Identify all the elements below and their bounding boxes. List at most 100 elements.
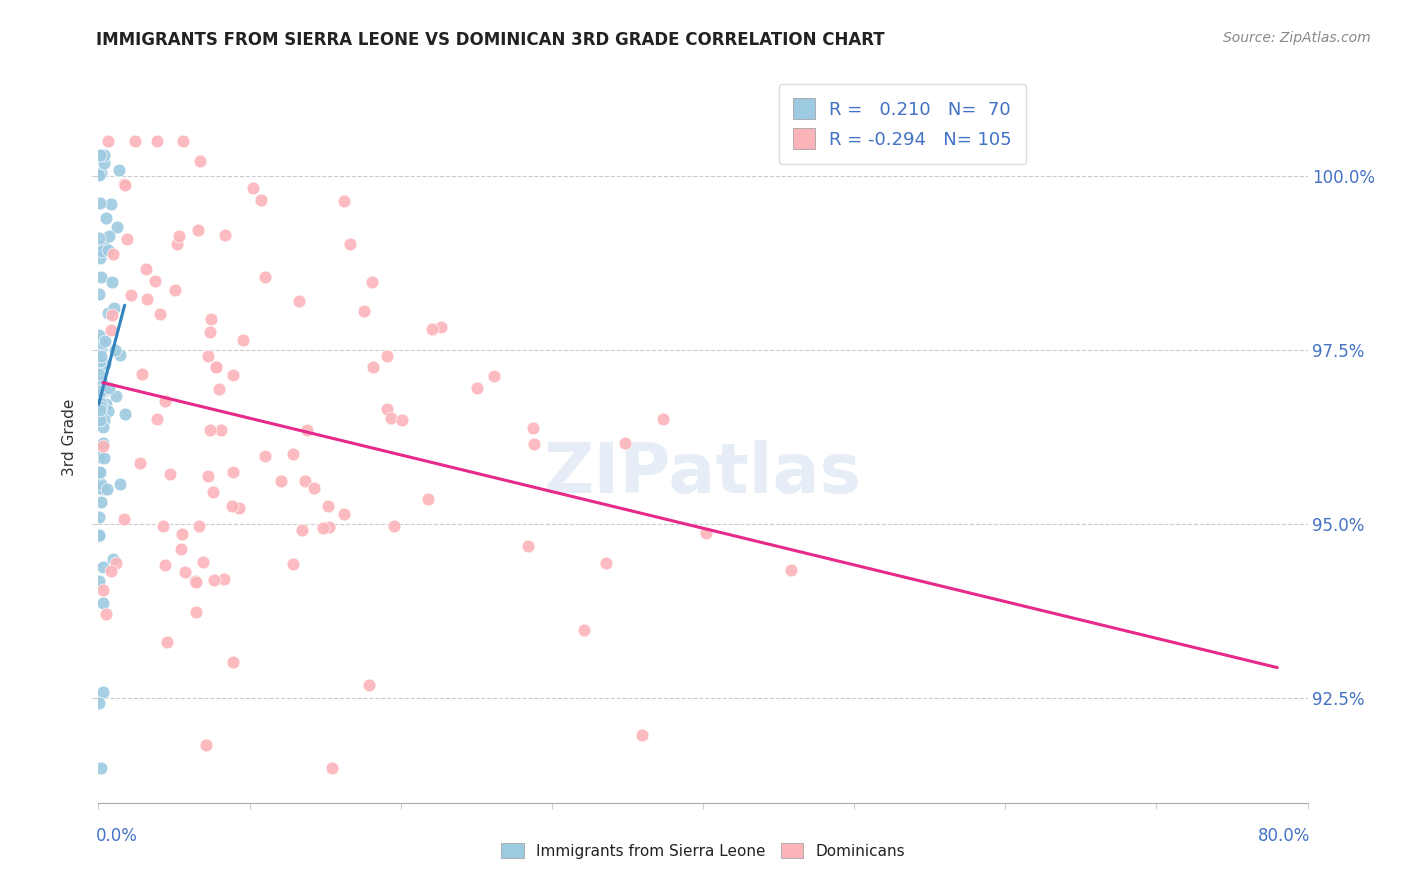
Point <box>316 499 339 513</box>
Point <box>97 244 120 258</box>
Text: 0.0%: 0.0% <box>96 827 138 845</box>
Point <box>89 412 111 426</box>
Point <box>89 251 111 265</box>
Point <box>288 293 311 308</box>
Point <box>100 197 122 211</box>
Point <box>90 343 112 357</box>
Point <box>253 450 276 464</box>
Point <box>89 413 111 427</box>
Point <box>152 519 174 533</box>
Point <box>222 368 245 383</box>
Point <box>135 262 157 277</box>
Point <box>105 219 128 234</box>
Point <box>149 307 172 321</box>
Point <box>195 738 218 752</box>
Point <box>87 696 110 710</box>
Point <box>90 476 112 491</box>
Point <box>87 367 110 381</box>
Point <box>523 437 546 451</box>
Point <box>294 474 316 488</box>
Point <box>250 193 273 207</box>
Point <box>97 404 120 418</box>
Point <box>291 523 314 537</box>
Point <box>94 334 117 349</box>
Point <box>114 178 136 192</box>
Point <box>90 335 112 350</box>
Point <box>429 320 451 334</box>
Point <box>90 495 112 509</box>
Point <box>191 555 214 569</box>
Point <box>201 485 224 500</box>
Point <box>332 194 354 209</box>
Point <box>209 424 232 438</box>
Point <box>375 401 398 416</box>
Point <box>572 623 595 637</box>
Point <box>100 564 122 578</box>
Point <box>221 499 243 513</box>
Point <box>89 148 111 162</box>
Point <box>136 292 159 306</box>
Point <box>214 227 236 242</box>
Point <box>339 236 361 251</box>
Legend: Immigrants from Sierra Leone, Dominicans: Immigrants from Sierra Leone, Dominicans <box>495 837 911 864</box>
Point <box>174 566 197 580</box>
Text: 80.0%: 80.0% <box>1258 827 1310 845</box>
Point <box>465 381 488 395</box>
Point <box>101 308 124 322</box>
Point <box>283 447 305 461</box>
Point <box>91 597 114 611</box>
Point <box>101 276 124 290</box>
Point <box>94 607 117 622</box>
Y-axis label: 3rd Grade: 3rd Grade <box>62 399 77 475</box>
Point <box>108 476 131 491</box>
Point <box>87 353 110 368</box>
Point <box>105 389 128 403</box>
Point <box>208 382 231 396</box>
Point <box>380 411 402 425</box>
Point <box>91 482 114 496</box>
Point <box>91 436 114 450</box>
Point <box>205 360 228 375</box>
Point <box>204 360 226 375</box>
Point <box>100 322 122 336</box>
Point <box>155 558 177 573</box>
Point <box>87 528 110 542</box>
Point <box>101 552 124 566</box>
Point <box>89 168 111 182</box>
Point <box>91 376 114 390</box>
Point <box>91 685 114 699</box>
Point <box>91 583 114 598</box>
Point <box>202 573 225 587</box>
Legend: R =   0.210   N=  70, R = -0.294   N= 105: R = 0.210 N= 70, R = -0.294 N= 105 <box>779 84 1026 163</box>
Point <box>90 395 112 409</box>
Point <box>131 368 153 382</box>
Point <box>104 343 127 357</box>
Point <box>198 423 221 437</box>
Point <box>295 423 318 437</box>
Point <box>184 574 207 588</box>
Point <box>96 211 118 225</box>
Point <box>333 507 356 521</box>
Point <box>91 439 114 453</box>
Point <box>120 287 142 301</box>
Point <box>212 572 235 586</box>
Text: IMMIGRANTS FROM SIERRA LEONE VS DOMINICAN 3RD GRADE CORRELATION CHART: IMMIGRANTS FROM SIERRA LEONE VS DOMINICA… <box>96 31 884 49</box>
Point <box>197 349 219 363</box>
Point <box>304 482 326 496</box>
Point <box>232 333 254 347</box>
Point <box>107 162 129 177</box>
Point <box>91 420 114 434</box>
Point <box>522 421 544 435</box>
Point <box>117 232 139 246</box>
Point <box>184 605 207 619</box>
Point <box>167 229 190 244</box>
Point <box>90 244 112 258</box>
Point <box>87 574 110 588</box>
Point <box>94 357 117 371</box>
Point <box>361 360 384 375</box>
Point <box>89 403 111 417</box>
Point <box>89 510 111 524</box>
Point <box>108 348 131 362</box>
Point <box>360 275 382 289</box>
Point <box>101 246 124 260</box>
